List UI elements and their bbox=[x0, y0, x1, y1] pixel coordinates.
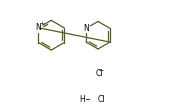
Text: Cl: Cl bbox=[98, 94, 105, 104]
Text: N: N bbox=[35, 23, 41, 32]
Text: H: H bbox=[80, 94, 85, 104]
Text: +: + bbox=[39, 21, 44, 26]
Text: Cl: Cl bbox=[95, 69, 103, 78]
Text: N: N bbox=[83, 24, 89, 33]
Text: −: − bbox=[99, 67, 104, 72]
